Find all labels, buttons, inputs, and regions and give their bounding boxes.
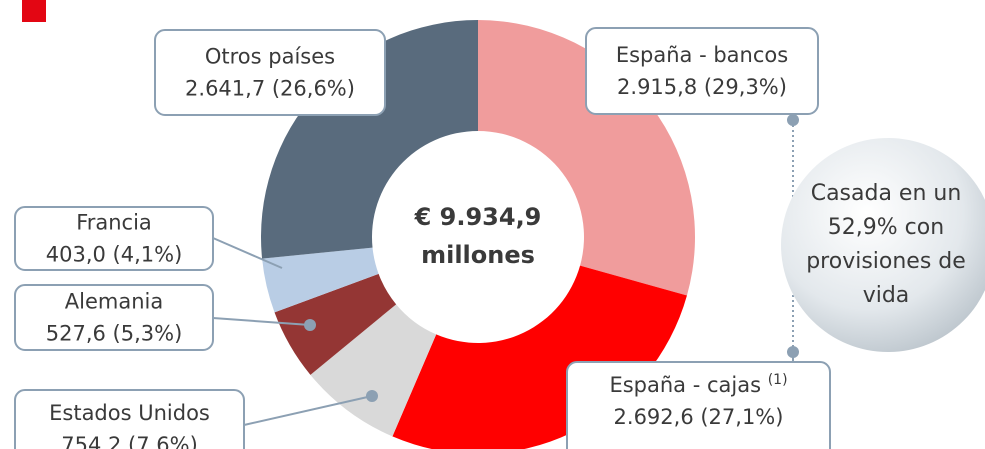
center-total: € 9.934,9	[414, 203, 542, 231]
donut-segment	[261, 20, 478, 259]
callout-text: Casada en un	[811, 181, 962, 206]
category-name: España - bancos	[616, 43, 788, 67]
value-label: 403,0 (4,1%)	[46, 243, 183, 267]
leader-dot	[304, 319, 316, 331]
donut-segment	[274, 273, 397, 375]
logo-mark	[22, 0, 46, 22]
label-box	[14, 206, 214, 271]
category-label: Otros países	[205, 45, 335, 69]
callout-bubble	[781, 138, 985, 352]
category-label: España - cajas (1)	[609, 372, 787, 397]
category-name: Otros países	[205, 45, 335, 69]
value-label: 2.692,6 (27,1%)	[614, 405, 784, 429]
category-name: España - cajas	[609, 373, 761, 397]
value-label: 2.915,8 (29,3%)	[617, 75, 787, 99]
category-note: (1)	[768, 372, 788, 388]
category-name: Alemania	[65, 290, 163, 314]
callout-text: provisiones de	[806, 249, 966, 274]
category-label: España - bancos	[616, 43, 788, 67]
leader-dot	[787, 346, 799, 358]
category-label: Alemania	[65, 290, 163, 314]
category-name: Francia	[76, 211, 152, 235]
leader-dot	[787, 114, 799, 126]
value-label: 527,6 (5,3%)	[46, 322, 183, 346]
value-label: 2.641,7 (26,6%)	[185, 77, 355, 101]
leader-dot	[366, 390, 378, 402]
category-label: Francia	[76, 211, 152, 235]
category-label: Estados Unidos	[49, 401, 210, 425]
label-box	[566, 361, 831, 449]
value-label: 754,2 (7,6%)	[61, 433, 198, 449]
callout-text: vida	[863, 283, 910, 308]
donut-segment	[262, 247, 379, 313]
leader-line	[212, 317, 311, 326]
donut-segment	[478, 20, 695, 296]
leader-line	[212, 237, 283, 269]
label-box	[14, 389, 245, 449]
category-name: Estados Unidos	[49, 401, 210, 425]
label-box	[154, 29, 386, 116]
label-box	[14, 284, 214, 351]
callout-text: 52,9% con	[828, 215, 944, 240]
center-unit: millones	[421, 241, 535, 269]
leader-line	[243, 395, 373, 426]
label-box	[585, 27, 819, 115]
